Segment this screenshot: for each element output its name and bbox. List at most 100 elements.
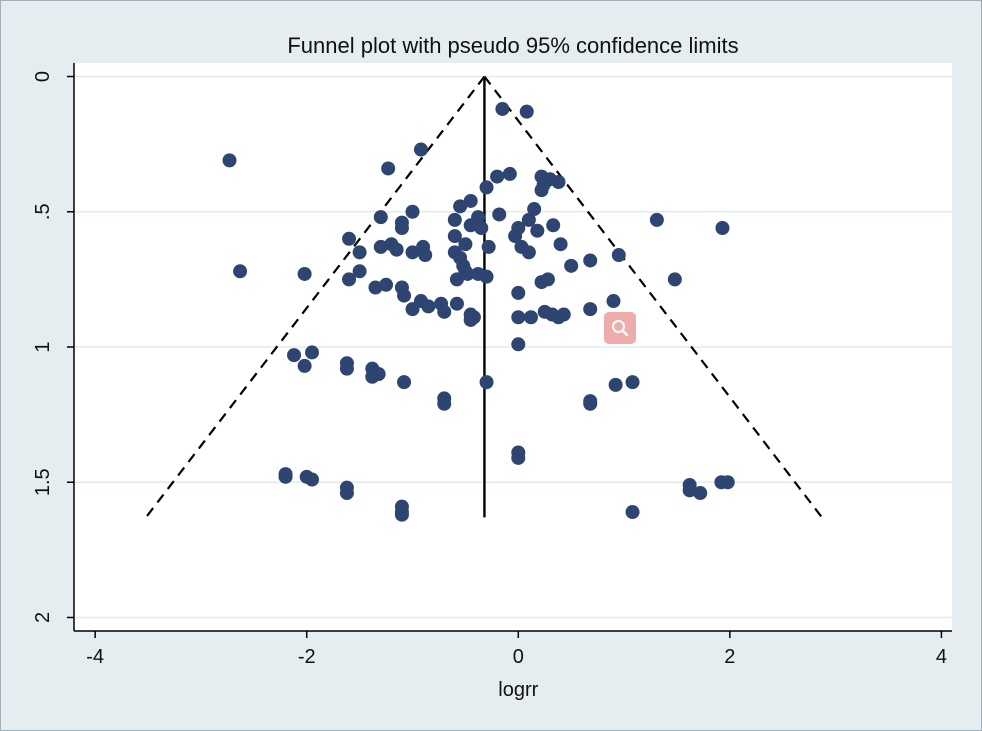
- data-point-28: [521, 212, 536, 227]
- data-point-59: [460, 266, 475, 281]
- x-tick-label-2: 0: [513, 646, 524, 668]
- data-point-35: [389, 242, 404, 257]
- data-point-104: [511, 450, 526, 465]
- data-point-31: [342, 231, 357, 246]
- data-point-18: [492, 207, 507, 222]
- data-point-61: [479, 269, 494, 284]
- y-tick-label-2: 1: [32, 341, 54, 352]
- zoom-button[interactable]: [604, 312, 636, 344]
- data-point-36: [405, 245, 420, 260]
- axes: 0 .5 1 1.5 2 -4 -2 0 2 4: [32, 63, 952, 668]
- data-point-78: [511, 310, 526, 325]
- data-point-64: [611, 248, 626, 263]
- data-point-38: [418, 248, 433, 263]
- data-point-13: [463, 193, 478, 208]
- data-point-0: [495, 101, 510, 116]
- data-point-16: [405, 204, 420, 219]
- magnifier-icon: [612, 320, 629, 337]
- data-point-29: [530, 223, 545, 238]
- data-point-46: [233, 264, 248, 279]
- y-tick-label-4: 2: [32, 612, 54, 623]
- data-point-30: [546, 218, 561, 233]
- data-point-49: [352, 264, 367, 279]
- data-point-117: [693, 486, 708, 501]
- y-tick-label-0: 0: [32, 71, 54, 82]
- data-point-32: [352, 245, 367, 260]
- data-point-89: [297, 358, 312, 373]
- data-point-47: [297, 266, 312, 281]
- data-point-58: [449, 272, 464, 287]
- data-point-74: [449, 296, 464, 311]
- data-point-50: [368, 280, 383, 295]
- data-point-83: [556, 307, 571, 322]
- data-point-68: [511, 285, 526, 300]
- data-point-84: [583, 302, 598, 317]
- data-point-100: [437, 396, 452, 411]
- funnel-limits: [145, 75, 823, 519]
- data-point-39: [447, 229, 462, 244]
- data-point-14: [453, 199, 468, 214]
- data-point-110: [339, 486, 354, 501]
- data-point-91: [339, 361, 354, 376]
- data-point-19: [527, 202, 542, 217]
- data-point-73: [437, 304, 452, 319]
- data-point-10: [551, 175, 566, 190]
- data-point-106: [278, 469, 293, 484]
- data-point-87: [287, 348, 302, 363]
- x-tick-label-4: 4: [936, 646, 947, 668]
- data-point-40: [458, 237, 473, 252]
- x-axis-label: logrr: [498, 679, 538, 701]
- data-point-79: [523, 310, 538, 325]
- data-point-51: [379, 277, 394, 292]
- data-point-20: [649, 212, 664, 227]
- x-tick-label-1: -2: [298, 646, 316, 668]
- data-point-42: [508, 229, 523, 244]
- data-point-98: [625, 375, 640, 390]
- data-points: [222, 101, 735, 522]
- data-point-41: [481, 239, 496, 254]
- data-point-21: [715, 220, 730, 235]
- data-point-62: [564, 258, 579, 273]
- data-point-65: [667, 272, 682, 287]
- data-point-6: [502, 166, 517, 181]
- data-point-97: [608, 377, 623, 392]
- data-point-26: [474, 220, 489, 235]
- y-tick-label-3: 1.5: [32, 468, 54, 496]
- data-point-45: [553, 237, 568, 252]
- data-point-88: [305, 345, 320, 360]
- data-point-7: [479, 180, 494, 195]
- data-point-95: [397, 375, 412, 390]
- x-tick-label-3: 2: [724, 646, 735, 668]
- x-tick-label-0: -4: [86, 646, 104, 668]
- data-point-5: [490, 169, 505, 184]
- data-point-119: [720, 475, 735, 490]
- data-point-108: [305, 472, 320, 487]
- data-point-94: [371, 367, 386, 382]
- data-point-86: [511, 337, 526, 352]
- data-point-15: [373, 210, 388, 225]
- data-point-102: [583, 396, 598, 411]
- data-point-114: [625, 504, 640, 519]
- y-tick-label-1: .5: [32, 203, 54, 220]
- chart-title: Funnel plot with pseudo 95% confidence l…: [287, 33, 738, 58]
- data-point-2: [222, 153, 237, 168]
- data-point-4: [381, 161, 396, 176]
- data-point-85: [606, 294, 621, 309]
- data-point-44: [521, 245, 536, 260]
- funnel-left-limit: [145, 75, 486, 519]
- data-point-116: [682, 483, 697, 498]
- data-point-67: [534, 275, 549, 290]
- data-point-12: [534, 183, 549, 198]
- data-point-1: [519, 104, 534, 119]
- data-point-77: [463, 312, 478, 327]
- data-point-96: [479, 375, 494, 390]
- data-point-25: [463, 218, 478, 233]
- funnel-right-limit: [483, 75, 823, 519]
- data-point-63: [583, 253, 598, 268]
- data-point-113: [394, 507, 409, 522]
- data-point-71: [421, 299, 436, 314]
- data-point-48: [342, 272, 357, 287]
- data-point-24: [447, 212, 462, 227]
